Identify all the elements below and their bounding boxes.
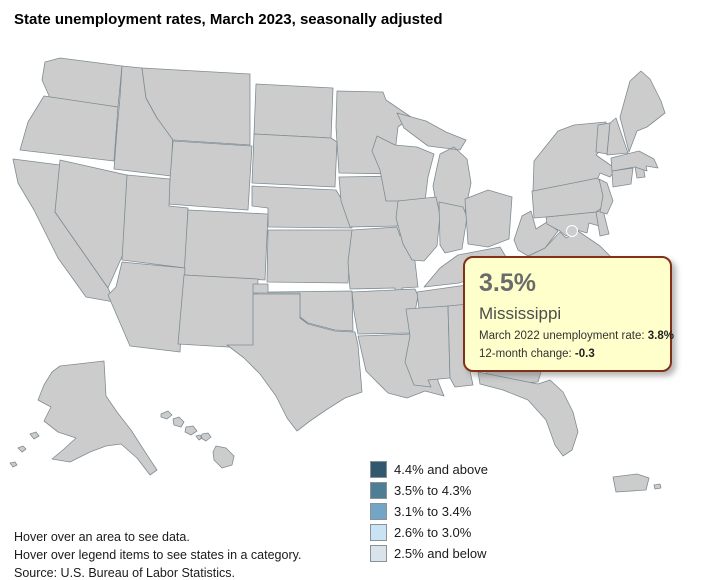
tooltip-prev-rate: March 2022 unemployment rate: 3.8%: [479, 330, 674, 343]
state-NE[interactable]: [251, 185, 353, 229]
state-PR[interactable]: [612, 473, 662, 493]
state-SD[interactable]: [251, 133, 338, 188]
legend-label: 2.5% and below: [394, 546, 487, 561]
footer-hint-hover-legend: Hover over legend items to see states in…: [14, 548, 302, 562]
state-CO[interactable]: [183, 209, 269, 281]
state-DC[interactable]: [566, 225, 578, 237]
state-HI[interactable]: [160, 410, 235, 469]
state-MA[interactable]: [610, 150, 659, 172]
tooltip-prev-rate-label: March 2022 unemployment rate:: [479, 330, 648, 343]
legend-label: 2.6% to 3.0%: [394, 525, 472, 540]
legend-label: 3.5% to 4.3%: [394, 483, 472, 498]
state-IN[interactable]: [438, 201, 468, 254]
legend-label: 3.1% to 3.4%: [394, 504, 472, 519]
state-UT[interactable]: [121, 174, 189, 269]
map-legend: 4.4% and above 3.5% to 4.3% 3.1% to 3.4%…: [370, 461, 488, 566]
tooltip-change: 12-month change: -0.3: [479, 348, 657, 360]
state-TX[interactable]: [226, 293, 363, 432]
footer-source: Source: U.S. Bureau of Labor Statistics.: [14, 566, 235, 580]
state-MT[interactable]: [141, 67, 251, 146]
state-tooltip: 3.5% Mississippi March 2022 unemployment…: [463, 256, 674, 373]
legend-item-2.5-and-below[interactable]: 2.5% and below: [370, 545, 488, 562]
state-ND[interactable]: [253, 83, 334, 139]
legend-item-3.5-to-4.3[interactable]: 3.5% to 4.3%: [370, 482, 488, 499]
state-NY[interactable]: [532, 121, 617, 192]
state-IL[interactable]: [395, 196, 441, 262]
state-OR[interactable]: [19, 95, 119, 162]
footer-notes: Hover over an area to see data. Hover ov…: [14, 528, 301, 580]
page-title: State unemployment rates, March 2023, se…: [14, 11, 443, 28]
state-NH[interactable]: [606, 117, 629, 156]
legend-label: 4.4% and above: [394, 462, 488, 477]
state-OK[interactable]: [252, 283, 354, 332]
state-NM[interactable]: [177, 274, 259, 350]
legend-item-3.1-to-3.4[interactable]: 3.1% to 3.4%: [370, 503, 488, 520]
state-MS-highlighted[interactable]: [404, 305, 451, 388]
state-AZ[interactable]: [107, 261, 186, 353]
state-WI[interactable]: [371, 135, 435, 202]
state-MO[interactable]: [347, 226, 421, 295]
state-NV[interactable]: [54, 159, 132, 289]
legend-item-2.6-to-3.0[interactable]: 2.6% to 3.0%: [370, 524, 488, 541]
state-CT[interactable]: [611, 167, 634, 188]
tooltip-state-name: Mississippi: [479, 304, 562, 324]
legend-swatch-icon: [370, 545, 387, 562]
footer-hint-hover-area: Hover over an area to see data.: [14, 530, 190, 544]
legend-swatch-icon: [370, 524, 387, 541]
tooltip-change-value: -0.3: [574, 348, 595, 361]
tooltip-change-label: 12-month change:: [479, 348, 575, 361]
state-ME[interactable]: [619, 70, 666, 153]
legend-item-4.4-and-above[interactable]: 4.4% and above: [370, 461, 488, 478]
legend-swatch-icon: [370, 503, 387, 520]
state-WY[interactable]: [167, 140, 253, 211]
state-OH[interactable]: [464, 189, 513, 248]
state-FL[interactable]: [477, 371, 579, 457]
legend-swatch-icon: [370, 482, 387, 499]
legend-swatch-icon: [370, 461, 387, 478]
state-KS[interactable]: [266, 229, 353, 284]
state-NJ[interactable]: [598, 178, 614, 215]
state-AK[interactable]: [9, 360, 158, 476]
tooltip-prev-rate-value: 3.8%: [647, 330, 674, 343]
tooltip-rate-value: 3.5%: [479, 269, 536, 297]
